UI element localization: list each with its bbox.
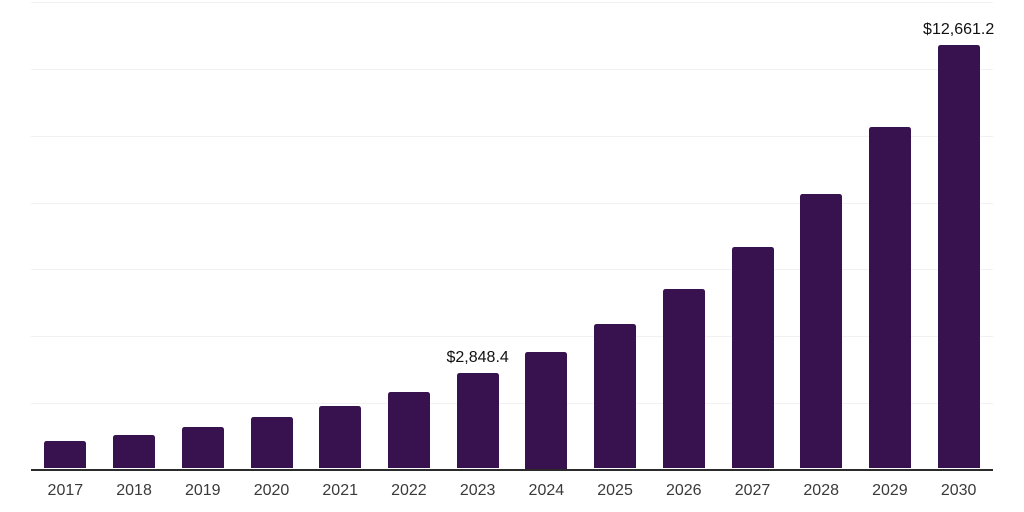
x-tick-2030: 2030 (940, 482, 977, 499)
gridline-4000 (31, 336, 993, 338)
value-label-2030: $12,661.2 (923, 21, 995, 39)
x-tick-2022: 2022 (391, 482, 427, 499)
bar-2030 (937, 45, 980, 469)
bar-2026 (662, 289, 705, 469)
bar-2020 (250, 417, 293, 469)
gridline-14000 (31, 2, 993, 3)
bar-2018 (113, 435, 156, 469)
x-tick-2027: 2027 (734, 482, 771, 499)
bar-2027 (731, 246, 774, 469)
bar-2025 (594, 324, 637, 469)
plot-area: $2,848.4 $12,661.2 (31, 0, 995, 471)
gridline-6000 (31, 269, 993, 271)
x-tick-2026: 2026 (665, 482, 702, 499)
x-tick-2018: 2018 (116, 482, 152, 499)
bar-2022 (387, 391, 430, 469)
bar-2021 (319, 405, 362, 469)
x-tick-2021: 2021 (322, 482, 358, 499)
bar-2017 (44, 441, 87, 469)
value-label-2023: $2,848.4 (446, 349, 509, 367)
x-tick-2020: 2020 (253, 482, 290, 499)
x-tick-2023: 2023 (459, 482, 496, 499)
x-tick-2024: 2024 (528, 482, 565, 499)
bar-2029 (868, 126, 911, 469)
gridline-12000 (31, 68, 993, 70)
gridline-8000 (31, 202, 993, 204)
x-tick-2025: 2025 (597, 482, 633, 499)
bar-2024 (525, 351, 568, 469)
x-tick-2019: 2019 (184, 482, 221, 499)
x-tick-2029: 2029 (872, 482, 908, 499)
gridline-10000 (31, 135, 993, 137)
bar-2023 (456, 373, 499, 469)
x-tick-2017: 2017 (47, 482, 84, 499)
x-tick-2028: 2028 (803, 482, 839, 499)
gridline-2000 (31, 403, 993, 405)
bar-2028 (800, 194, 843, 469)
x-axis-line (31, 468, 993, 471)
bar-2019 (181, 427, 224, 469)
